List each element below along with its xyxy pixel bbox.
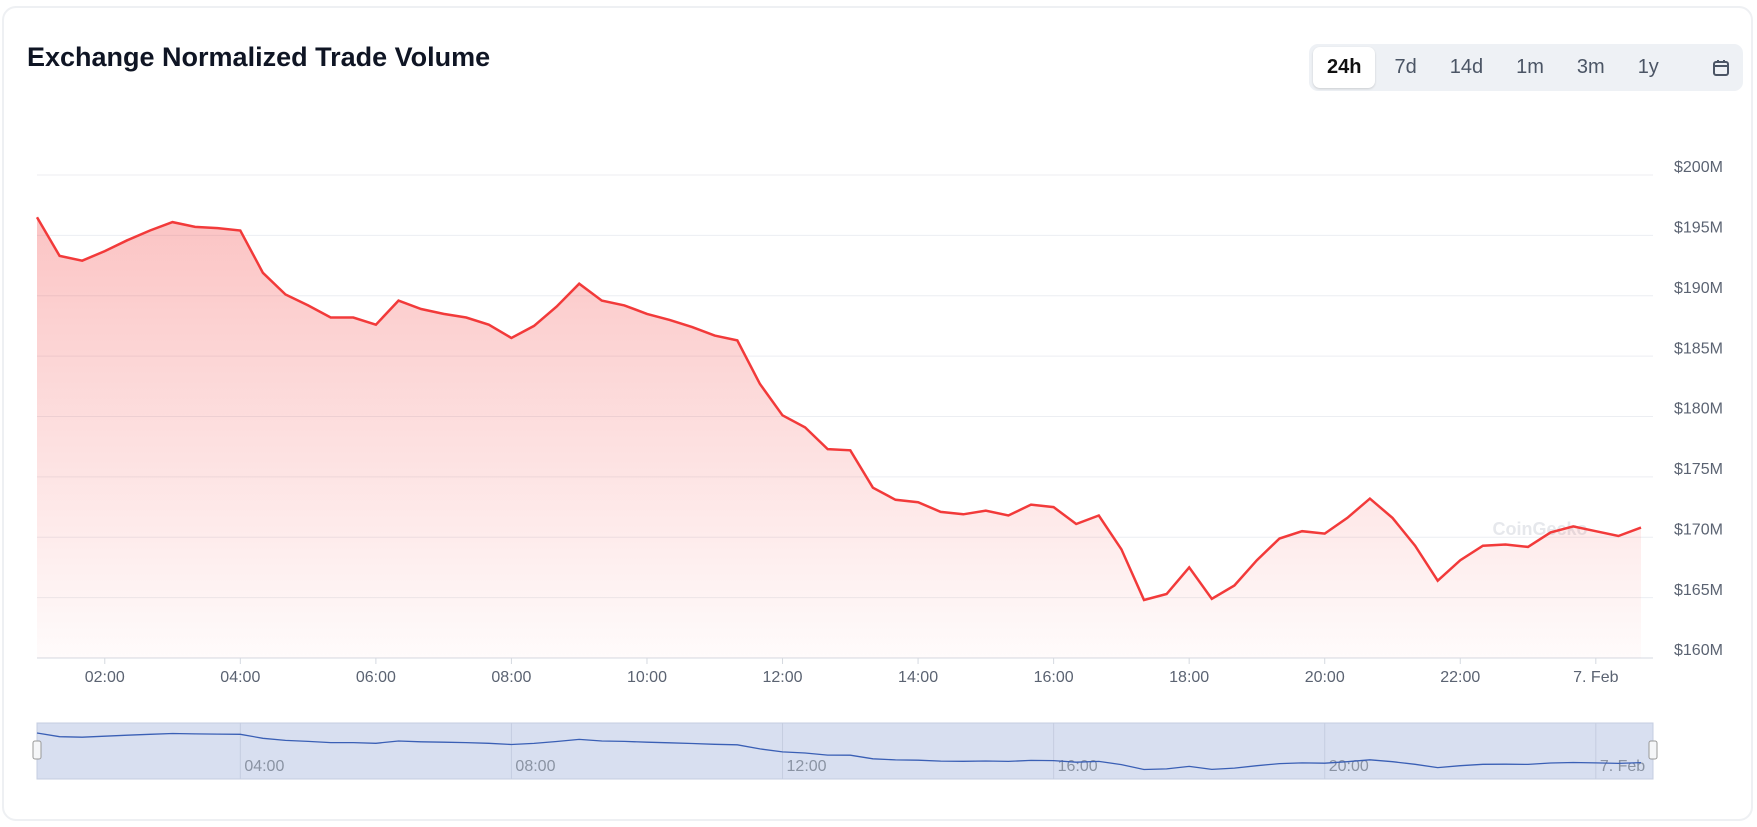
y-tick-label: $185M [1674, 340, 1723, 357]
x-tick-label: 04:00 [220, 669, 260, 686]
range-button[interactable]: 3m [1576, 56, 1605, 78]
x-tick-label: 10:00 [627, 669, 667, 686]
range-button[interactable]: 7d [1394, 56, 1417, 78]
chart-card: Exchange Normalized Trade Volume 24h 7d 14… [2, 6, 1753, 821]
x-tick-label: 16:00 [1034, 669, 1074, 686]
y-tick-label: $175M [1674, 461, 1723, 478]
navigator-label: 08:00 [515, 758, 555, 775]
x-tick-label: 18:00 [1169, 669, 1209, 686]
range-button[interactable]: 14d [1449, 56, 1484, 78]
navigator-label: 16:00 [1058, 758, 1098, 775]
range-selector: 24h 7d 14d 1m 3m 1y [1309, 44, 1743, 91]
x-tick-label: 20:00 [1305, 669, 1345, 686]
navigator-label: 7. Feb [1600, 758, 1645, 775]
x-tick-label: 22:00 [1440, 669, 1480, 686]
y-tick-label: $180M [1674, 401, 1723, 418]
x-tick-label: 08:00 [491, 669, 531, 686]
line [35, 216, 1642, 602]
x-tick-label: 02:00 [85, 669, 125, 686]
chart-title: Exchange Normalized Trade Volume [27, 42, 491, 72]
area [37, 217, 1641, 659]
x-tick-label: 06:00 [356, 669, 396, 686]
y-tick-label: $170M [1674, 521, 1723, 538]
x-tick-label: 7. Feb [1573, 669, 1618, 686]
y-tick-label: $160M [1674, 642, 1723, 659]
y-tick-label: $190M [1674, 280, 1723, 297]
navigator-line [36, 732, 1642, 771]
x-tick-label: 12:00 [762, 669, 802, 686]
range-button[interactable]: 1m [1516, 56, 1544, 78]
x-tick-label: 14:00 [898, 669, 938, 686]
navigator [36, 722, 1654, 780]
navigator-handle[interactable] [1648, 740, 1658, 760]
calendar-button[interactable] [1711, 58, 1731, 78]
navigator-handle[interactable] [32, 740, 42, 760]
y-tick-label: $200M [1674, 159, 1723, 176]
navigator-label: 12:00 [787, 758, 827, 775]
navigator-label: 04:00 [244, 758, 284, 775]
y-tick-label: $165M [1674, 582, 1723, 599]
range-button[interactable]: 24h [1313, 47, 1376, 88]
range-button[interactable]: 1y [1637, 56, 1659, 78]
y-tick-label: $195M [1674, 220, 1723, 237]
